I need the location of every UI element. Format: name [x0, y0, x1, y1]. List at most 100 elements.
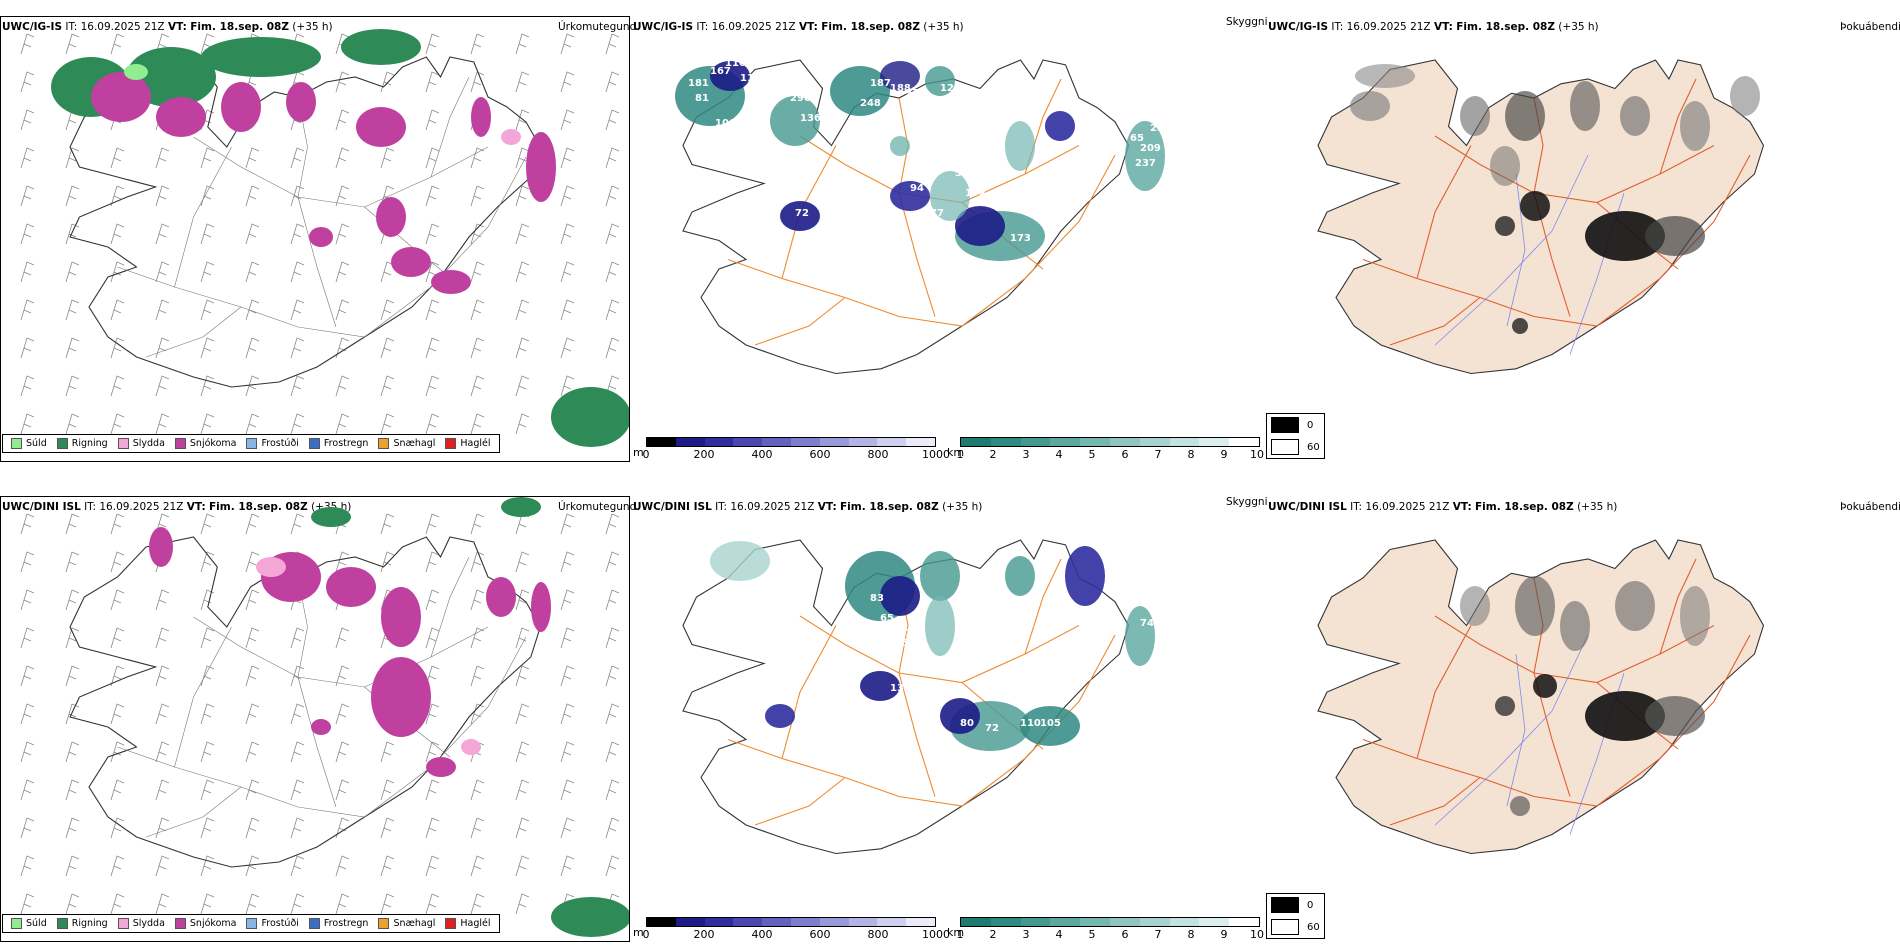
wind-barb	[605, 109, 620, 131]
precip-area	[526, 132, 556, 202]
ceiling-label: 181	[688, 78, 709, 89]
fog-area	[1505, 91, 1545, 141]
wind-barb	[560, 627, 575, 649]
wind-barb	[470, 299, 485, 321]
wind-barb	[110, 375, 125, 397]
wind-barb	[155, 147, 170, 169]
fog-area	[1680, 586, 1710, 646]
wind-barb	[200, 741, 215, 763]
ceiling-label: 188	[890, 83, 911, 94]
wind-barb	[425, 627, 440, 649]
ceiling-label: 80	[960, 718, 974, 729]
wind-barb	[605, 185, 620, 207]
wind-barb	[605, 665, 620, 687]
wind-barb	[560, 33, 575, 55]
precip-area	[356, 107, 406, 147]
wind-barb	[200, 627, 215, 649]
fog-area	[1560, 601, 1590, 651]
wind-barb	[65, 665, 80, 687]
wind-barb	[515, 855, 530, 877]
wind-barb	[425, 741, 440, 763]
wind-barb	[380, 741, 395, 763]
wind-barb	[425, 71, 440, 93]
wind-barb	[155, 337, 170, 359]
wind-barb	[65, 513, 80, 535]
wind-barb	[470, 817, 485, 839]
fog-area	[1585, 691, 1665, 741]
wind-barb	[515, 817, 530, 839]
wind-barb	[245, 741, 260, 763]
wind-barb	[380, 375, 395, 397]
ceiling-label: 94	[920, 718, 934, 729]
precip-area	[531, 582, 551, 632]
wind-barb	[515, 147, 530, 169]
ceiling-colorbar: m 0 200 400 600 800 1000	[633, 917, 950, 941]
ptype-legend: Súld Rigning Slydda Snjókoma Frostúði Fr…	[2, 434, 500, 453]
visibility-area	[1065, 546, 1105, 606]
ceiling-label: 95	[885, 213, 899, 224]
precip-area	[149, 527, 173, 567]
wind-barb	[65, 185, 80, 207]
wind-barb	[65, 299, 80, 321]
fog-area	[1490, 146, 1520, 186]
wind-barb	[380, 299, 395, 321]
wind-barb	[515, 741, 530, 763]
wind-barb	[200, 223, 215, 245]
precip-area	[256, 557, 286, 577]
wind-barb	[335, 665, 350, 687]
wind-barb	[470, 71, 485, 93]
visibility-area	[860, 671, 900, 701]
wind-barb	[470, 337, 485, 359]
ceiling-label: 106	[715, 118, 736, 129]
row-bottom: UWC/DINI ISL IT: 16.09.2025 21Z VT: Fim.…	[0, 480, 1900, 950]
wind-barb	[110, 223, 125, 245]
visibility-area	[930, 171, 970, 221]
ceiling-unit: m	[633, 446, 644, 459]
wind-barb	[425, 589, 440, 611]
wind-barb	[245, 551, 260, 573]
wind-barb	[515, 223, 530, 245]
wind-barb	[20, 223, 35, 245]
fog-map-svg	[1317, 59, 1765, 375]
wind-barb	[110, 855, 125, 877]
fog-area	[1460, 586, 1490, 626]
visibility-area	[830, 66, 890, 116]
wind-barb	[290, 855, 305, 877]
wind-barb	[515, 551, 530, 573]
wind-barb	[110, 147, 125, 169]
legend-rigning: Rigning	[56, 918, 108, 929]
wind-barb	[335, 337, 350, 359]
wind-barb	[20, 147, 35, 169]
legend-slydda: Slydda	[117, 918, 165, 929]
wind-barb	[470, 551, 485, 573]
wind-barb	[560, 147, 575, 169]
ceiling-label: 248	[860, 98, 881, 109]
wind-barb	[290, 147, 305, 169]
visibility-colorbar: km 1 2 3 4 5 6 7 8 9 10	[947, 437, 1264, 461]
wind-barb	[515, 109, 530, 131]
wind-barb	[605, 551, 620, 573]
wind-barb	[605, 779, 620, 801]
wind-barb	[245, 375, 260, 397]
wind-barb	[65, 551, 80, 573]
ceiling-label: 172	[965, 188, 986, 199]
wind-barb	[380, 855, 395, 877]
wind-barb	[155, 299, 170, 321]
wind-barb	[200, 261, 215, 283]
ptype-legend: Súld Rigning Slydda Snjókoma Frostúði Fr…	[2, 914, 500, 933]
ceiling-label: 72	[795, 208, 809, 219]
wind-barb	[335, 413, 350, 435]
legend-haglel: Haglél	[445, 438, 491, 449]
visibility-area	[710, 61, 750, 91]
fog-area	[1460, 96, 1490, 136]
ceiling-label: 97	[905, 88, 919, 99]
wind-barb	[20, 71, 35, 93]
fog-area	[1615, 581, 1655, 631]
ceiling-label: 65	[1130, 133, 1144, 144]
wind-barb	[200, 413, 215, 435]
wind-barb	[515, 261, 530, 283]
ceiling-label: 48	[865, 118, 879, 129]
ceiling-label: 216	[955, 638, 976, 649]
wind-barb	[335, 147, 350, 169]
wind-barb	[560, 589, 575, 611]
